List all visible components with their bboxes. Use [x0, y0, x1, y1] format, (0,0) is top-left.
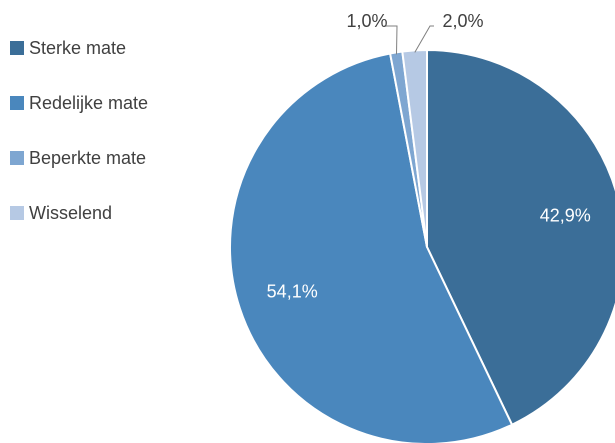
legend-label: Sterke mate — [29, 37, 127, 58]
data-label-wisselend: 2,0% — [442, 11, 483, 31]
legend-swatch — [10, 151, 24, 165]
data-label-sterke-mate: 42,9% — [540, 206, 591, 226]
legend-item-wisselend: Wisselend — [10, 203, 148, 223]
pie-slice-redelijke-mate — [229, 52, 513, 443]
pie-slice-wisselend — [401, 48, 428, 248]
legend-item-sterke-mate: Sterke mate — [10, 38, 148, 58]
data-label-redelijke-mate: 54,1% — [267, 281, 318, 301]
legend-item-redelijke-mate: Redelijke mate — [10, 93, 148, 113]
legend-label: Wisselend — [29, 202, 113, 223]
leader-line-wisselend — [414, 25, 434, 53]
legend-label: Redelijke mate — [29, 92, 149, 113]
legend-item-beperkte-mate: Beperkte mate — [10, 148, 148, 168]
legend-label: Beperkte mate — [29, 147, 147, 168]
legend-swatch — [10, 96, 24, 110]
legend: Sterke mate Redelijke mate Beperkte mate… — [10, 38, 148, 258]
legend-swatch — [10, 206, 24, 220]
leader-line-beperkte-mate — [384, 25, 398, 55]
pie-slice-sterke-mate — [426, 49, 615, 426]
data-label-beperkte-mate: 1,0% — [346, 11, 387, 31]
legend-swatch — [10, 41, 24, 55]
